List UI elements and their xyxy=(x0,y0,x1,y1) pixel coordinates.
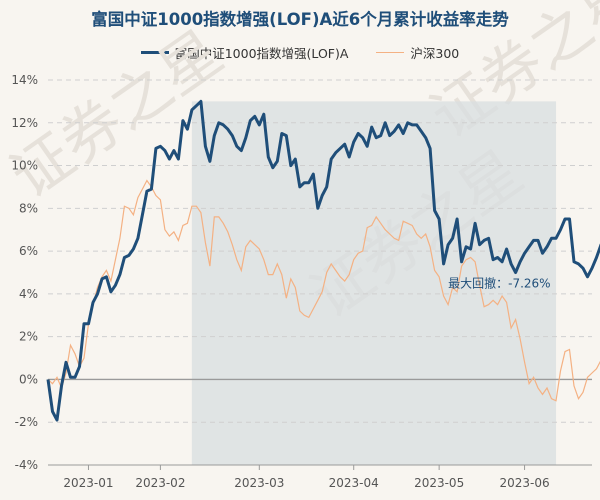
y-tick-label: 10% xyxy=(11,159,38,173)
legend-label-index: 沪深300 xyxy=(410,46,460,61)
x-tick-label: 2023-03 xyxy=(234,476,284,490)
y-tick-label: -4% xyxy=(15,458,38,472)
legend-item-index[interactable]: 沪深300 xyxy=(376,43,459,62)
x-tick-label: 2023-01 xyxy=(63,476,113,490)
x-tick-label: 2023-02 xyxy=(135,476,185,490)
legend-swatch-fund xyxy=(140,51,169,54)
series-line-fund xyxy=(46,99,600,422)
y-tick-label: 8% xyxy=(19,201,38,215)
drawdown-shade xyxy=(191,101,557,465)
y-tick-label: 4% xyxy=(19,287,38,301)
x-tick-label: 2023-04 xyxy=(329,476,379,490)
legend-item-fund[interactable]: 富国中证1000指数增强(LOF)A xyxy=(140,43,349,62)
x-tick-label: 2023-05 xyxy=(414,476,464,490)
chart-title: 富国中证1000指数增强(LOF)A近6个月累计收益率走势 xyxy=(91,10,509,29)
y-tick-label: 6% xyxy=(19,244,38,258)
x-tick-label: 2023-06 xyxy=(499,476,549,490)
legend-label-fund: 富国中证1000指数增强(LOF)A xyxy=(174,46,349,61)
y-tick-label: 0% xyxy=(19,372,38,386)
y-tick-label: -2% xyxy=(15,415,38,429)
x-axis: 2023-01 2023-02 2023-03 2023-04 2023-05 2023-… xyxy=(48,464,592,490)
y-axis: -4% -2% 0% 2% 4% 6% 8% 10% 12% 14% xyxy=(11,73,38,472)
legend: 富国中证1000指数增强(LOF)A 沪深300 xyxy=(0,43,600,62)
y-tick-label: 12% xyxy=(11,116,38,130)
legend-swatch-index xyxy=(376,52,405,53)
series-line-index xyxy=(47,179,600,402)
y-tick-label: 2% xyxy=(19,330,38,344)
max-drawdown-annotation: 最大回撤：-7.26% xyxy=(448,275,550,290)
y-tick-label: 14% xyxy=(11,73,38,87)
